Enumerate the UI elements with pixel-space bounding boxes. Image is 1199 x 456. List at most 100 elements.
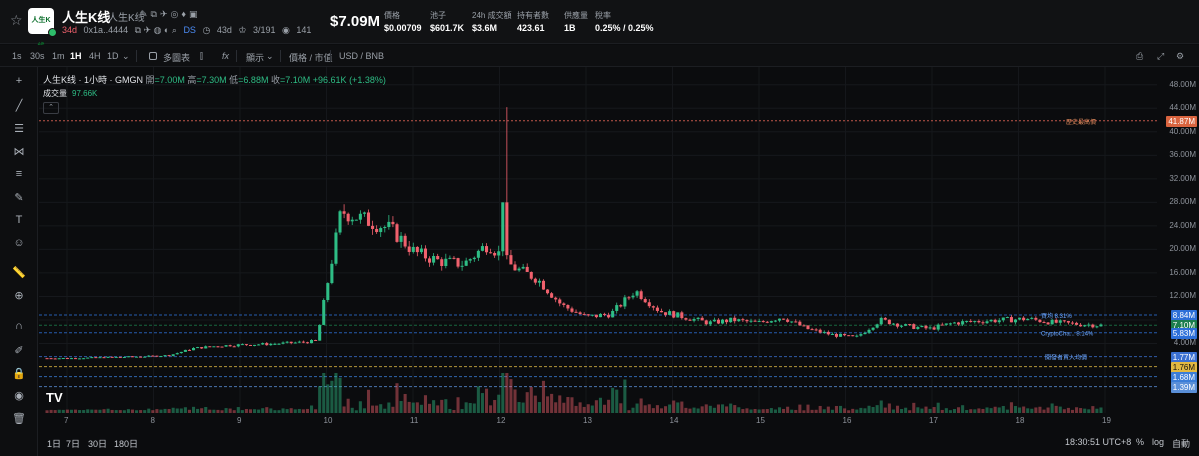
volume-bar (704, 404, 708, 413)
candle-body (749, 320, 753, 322)
volume-bar (887, 403, 891, 413)
range-30d[interactable]: 30日 (88, 439, 108, 449)
camera-icon[interactable]: ⎙ (1136, 51, 1144, 61)
text-icon[interactable]: T (15, 214, 23, 226)
stay-drawing-icon[interactable]: ✐ (14, 345, 24, 357)
utc-time[interactable]: 18:30:51 UTC+8 (1065, 437, 1132, 447)
hide-drawings-icon[interactable]: ◉ (14, 390, 24, 402)
tradingview-logo[interactable]: TV (46, 390, 63, 405)
zoom-in-icon[interactable]: ⊕ (14, 290, 24, 302)
volume-bar (126, 409, 130, 413)
volume-bar (448, 408, 452, 413)
candle-body (851, 335, 855, 337)
volume-bar (973, 409, 977, 413)
interval-1h[interactable]: 1H (70, 51, 82, 61)
lock-icon[interactable]: 🔒 (12, 368, 26, 380)
multi-chart-label[interactable]: 多圖表 (163, 53, 191, 63)
legend-change: +96.61K (+1.38%) (312, 75, 386, 85)
range-180d[interactable]: 180日 (114, 439, 139, 449)
volume-bar (452, 409, 456, 413)
candle-body (692, 318, 696, 321)
token-link-icons[interactable]: ✎⧉✈◎♦▣ (140, 9, 201, 19)
volume-bar (346, 398, 350, 413)
candle-body (94, 357, 98, 359)
interval-1d[interactable]: 1D (107, 51, 119, 61)
price-axis[interactable]: 48.00M 44.00M 40.00M 36.00M 32.00M 28.00M 24.0… (1157, 67, 1199, 413)
volume-bar (725, 406, 729, 413)
candle-body (895, 323, 900, 327)
x-tick-label: 14 (669, 416, 679, 425)
remove-drawings-icon[interactable]: 🗑 (12, 413, 26, 425)
candle-body (529, 271, 533, 279)
interval-4h[interactable]: 4H (89, 51, 101, 61)
volume-bar (301, 409, 305, 413)
candle-body (216, 346, 220, 348)
dexscreener-link[interactable]: DS (183, 25, 196, 35)
horizontal-lines-icon[interactable]: ☰ (14, 123, 24, 135)
candle-body (139, 356, 143, 358)
candle-body (1026, 318, 1030, 321)
candle-body (228, 345, 232, 347)
volume-bar (940, 409, 944, 413)
candle-body (720, 319, 725, 324)
volume-bar (961, 405, 965, 413)
magnet-icon[interactable]: ∩ (15, 320, 23, 332)
emoji-icon[interactable]: ☺ (13, 237, 25, 249)
volume-bar (924, 406, 928, 413)
display-dropdown-icon[interactable]: ⌄ (266, 51, 274, 61)
auto-toggle[interactable]: 自動 (1172, 439, 1191, 449)
candle-body (843, 333, 847, 336)
candle-body (537, 280, 541, 283)
volume-bar (830, 409, 834, 413)
brush-icon[interactable]: ✎ (14, 192, 24, 204)
candle-type-icon[interactable]: ⫿ (200, 51, 203, 61)
log-toggle[interactable]: log (1152, 437, 1165, 447)
candle-body (517, 268, 521, 271)
interval-30s[interactable]: 30s (30, 51, 45, 61)
volume-bar (769, 408, 773, 413)
volume-bar (432, 400, 436, 413)
settings-icon[interactable]: ⚙ (1176, 51, 1185, 61)
indicators-button[interactable]: fx (222, 51, 230, 61)
display-button[interactable]: 顯示 (246, 53, 265, 63)
multi-chart-checkbox[interactable] (149, 52, 157, 60)
quote-toggle[interactable]: USD / BNB (339, 51, 385, 61)
stat-pool: 池子 $601.7K (430, 11, 465, 33)
interval-1s[interactable]: 1s (12, 51, 22, 61)
volume-bar (920, 408, 924, 413)
interval-1m[interactable]: 1m (52, 51, 65, 61)
volume-bar (224, 408, 228, 413)
fib-retracement-icon[interactable]: ≡ (15, 168, 23, 180)
volume-bar (822, 409, 826, 413)
percent-toggle[interactable]: % (1136, 437, 1145, 447)
volume-bar (73, 409, 78, 413)
candle-body (932, 327, 936, 330)
crosshair-icon[interactable]: + (15, 75, 23, 87)
volume-bar (175, 408, 179, 413)
ruler-icon[interactable]: 📏 (12, 267, 26, 279)
trend-line-icon[interactable]: ╱ (15, 100, 23, 112)
chart-plot-area[interactable]: 歷史最高價 買均 8.31% CryptoCha... 8.14% 開發者買入均價 (39, 67, 1157, 413)
price-mcap-toggle[interactable]: 價格 / 市值 (289, 53, 333, 63)
volume-bar (745, 408, 749, 413)
volume-bar (338, 377, 342, 413)
volume-bar (989, 408, 993, 413)
volume-bar (464, 402, 468, 413)
y-tick-label: 40.00M (1169, 126, 1196, 136)
favorite-star-icon[interactable]: ☆ (10, 12, 23, 28)
candle-body (773, 320, 777, 322)
candle-body (293, 342, 297, 344)
volume-bar (517, 402, 521, 413)
range-1d[interactable]: 1日 (47, 439, 62, 449)
x-tick-label: 16 (842, 416, 852, 425)
candle-body (867, 329, 871, 333)
contract-address[interactable]: 0x1a..4444 (83, 25, 129, 35)
pitchfork-icon[interactable]: ⋈ (13, 146, 25, 158)
collapse-legend-button[interactable]: ⌃ (43, 102, 59, 114)
interval-dropdown-icon[interactable]: ⌄ (122, 51, 130, 61)
fullscreen-icon[interactable]: ⤢ (1157, 51, 1165, 61)
copy-icon[interactable]: ⧉ ✈ ◍ ◐ ⌕ (134, 25, 177, 35)
range-7d[interactable]: 7日 (66, 439, 81, 449)
time-axis[interactable]: 7 8 9 10 11 12 13 14 15 16 17 18 19 (39, 413, 1157, 427)
